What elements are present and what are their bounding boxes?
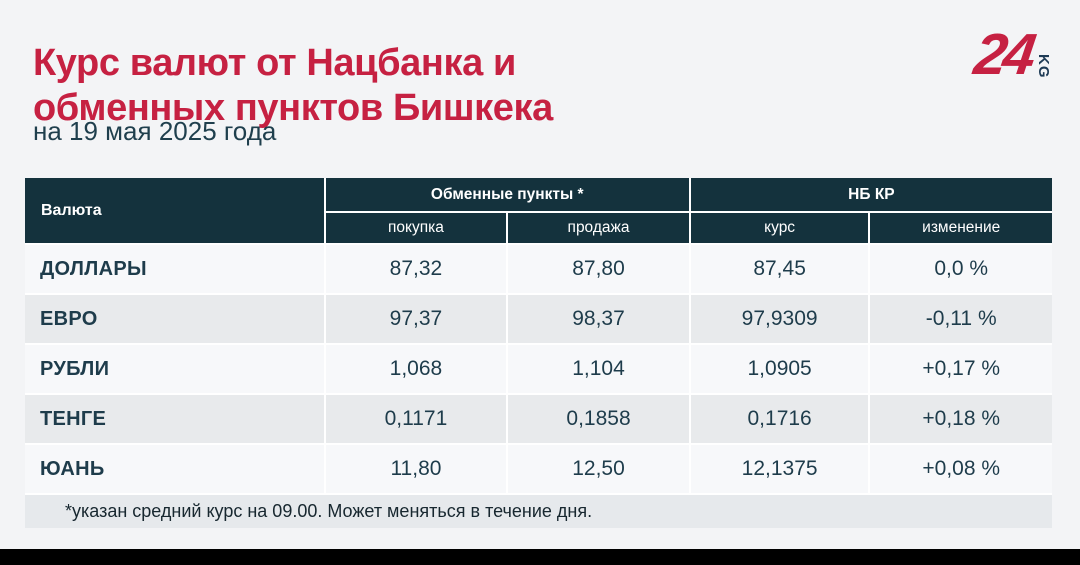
page-title: Курс валют от Нацбанка и обменных пункто…: [33, 42, 553, 129]
table-cell-sell: 0,1858: [508, 395, 689, 443]
table-cell-change: -0,11 %: [870, 295, 1052, 343]
table-cell-rate: 97,9309: [690, 295, 869, 343]
table-cell-sell: 1,104: [508, 345, 689, 393]
table-cell-buy: 1,068: [325, 345, 507, 393]
header-currency: Валюта: [25, 178, 324, 243]
table-cell-change: 0,0 %: [870, 245, 1052, 293]
header-rate: курс: [690, 213, 869, 243]
table-cell-buy: 0,1171: [325, 395, 507, 443]
date-subtitle: на 19 мая 2025 года: [33, 116, 277, 146]
header-group-exchange-points: Обменные пункты *: [325, 178, 689, 211]
table-cell-currency: ЮАНЬ: [25, 445, 324, 493]
header-group-nbkr: НБ КР: [690, 178, 1052, 211]
table-cell-change: +0,17 %: [870, 345, 1052, 393]
header-buy: покупка: [325, 213, 507, 243]
table-cell-buy: 11,80: [325, 445, 507, 493]
table-cell-currency: ТЕНГЕ: [25, 395, 324, 443]
table-cell-currency: РУБЛИ: [25, 345, 324, 393]
table-cell-currency: ДОЛЛАРЫ: [25, 245, 324, 293]
table-cell-change: +0,08 %: [870, 445, 1052, 493]
table-cell-buy: 87,32: [325, 245, 507, 293]
table-cell-rate: 12,1375: [690, 445, 869, 493]
table-footnote: *указан средний курс на 09.00. Может мен…: [25, 495, 1052, 528]
table-cell-currency: ЕВРО: [25, 295, 324, 343]
logo-24-text: 24: [970, 22, 1037, 87]
logo-kg-text: KG: [1035, 53, 1052, 79]
table-cell-change: +0,18 %: [870, 395, 1052, 443]
header-change: изменение: [870, 213, 1052, 243]
table-cell-sell: 12,50: [508, 445, 689, 493]
table-cell-buy: 97,37: [325, 295, 507, 343]
rates-table: Валюта Обменные пункты * НБ КР покупка п…: [25, 178, 1052, 528]
table-cell-rate: 1,0905: [690, 345, 869, 393]
table-cell-sell: 87,80: [508, 245, 689, 293]
bottom-black-bar: [0, 549, 1080, 565]
table-cell-rate: 87,45: [690, 245, 869, 293]
table-cell-rate: 0,1716: [690, 395, 869, 443]
header-sell: продажа: [508, 213, 689, 243]
24kg-logo-icon: 24 KG: [970, 22, 1052, 87]
table-cell-sell: 98,37: [508, 295, 689, 343]
